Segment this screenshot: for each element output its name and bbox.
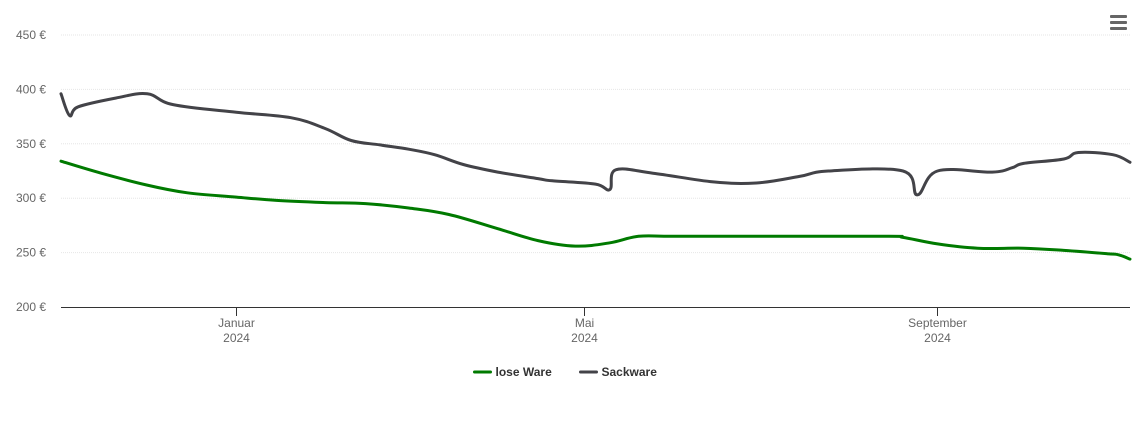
- chart-menu-button[interactable]: [1106, 12, 1130, 34]
- legend-label: Sackware: [602, 365, 658, 379]
- hamburger-menu-icon: [1110, 15, 1127, 18]
- y-axis: 200 € 250 € 300 € 350 € 400 € 450 €: [16, 28, 46, 314]
- series-lines: [59, 92, 1132, 261]
- x-tick-label-month: September: [908, 316, 967, 330]
- y-tick-label: 250 €: [16, 246, 46, 260]
- x-tick-label-year: 2024: [924, 331, 951, 345]
- x-tick-label-year: 2024: [571, 331, 598, 345]
- hamburger-menu-icon-bar: [1110, 27, 1127, 30]
- grid-lines: [61, 34, 1130, 254]
- legend: lose Ware Sackware: [473, 365, 658, 379]
- x-tick-label-year: 2024: [223, 331, 250, 345]
- y-tick-label: 300 €: [16, 191, 46, 205]
- legend-item[interactable]: Sackware: [579, 365, 658, 379]
- y-tick-label: 400 €: [16, 82, 46, 96]
- y-tick-label: 450 €: [16, 28, 46, 42]
- x-tick-label-month: Januar: [218, 316, 255, 330]
- series-line-sackware[interactable]: [59, 92, 1132, 197]
- y-tick-label: 200 €: [16, 300, 46, 314]
- hamburger-menu-icon-bar: [1110, 21, 1127, 24]
- x-tick-label-month: Mai: [575, 316, 594, 330]
- y-tick-label: 350 €: [16, 137, 46, 151]
- legend-item[interactable]: lose Ware: [473, 365, 553, 379]
- series-line-lose-ware[interactable]: [59, 159, 1132, 261]
- legend-label: lose Ware: [496, 365, 553, 379]
